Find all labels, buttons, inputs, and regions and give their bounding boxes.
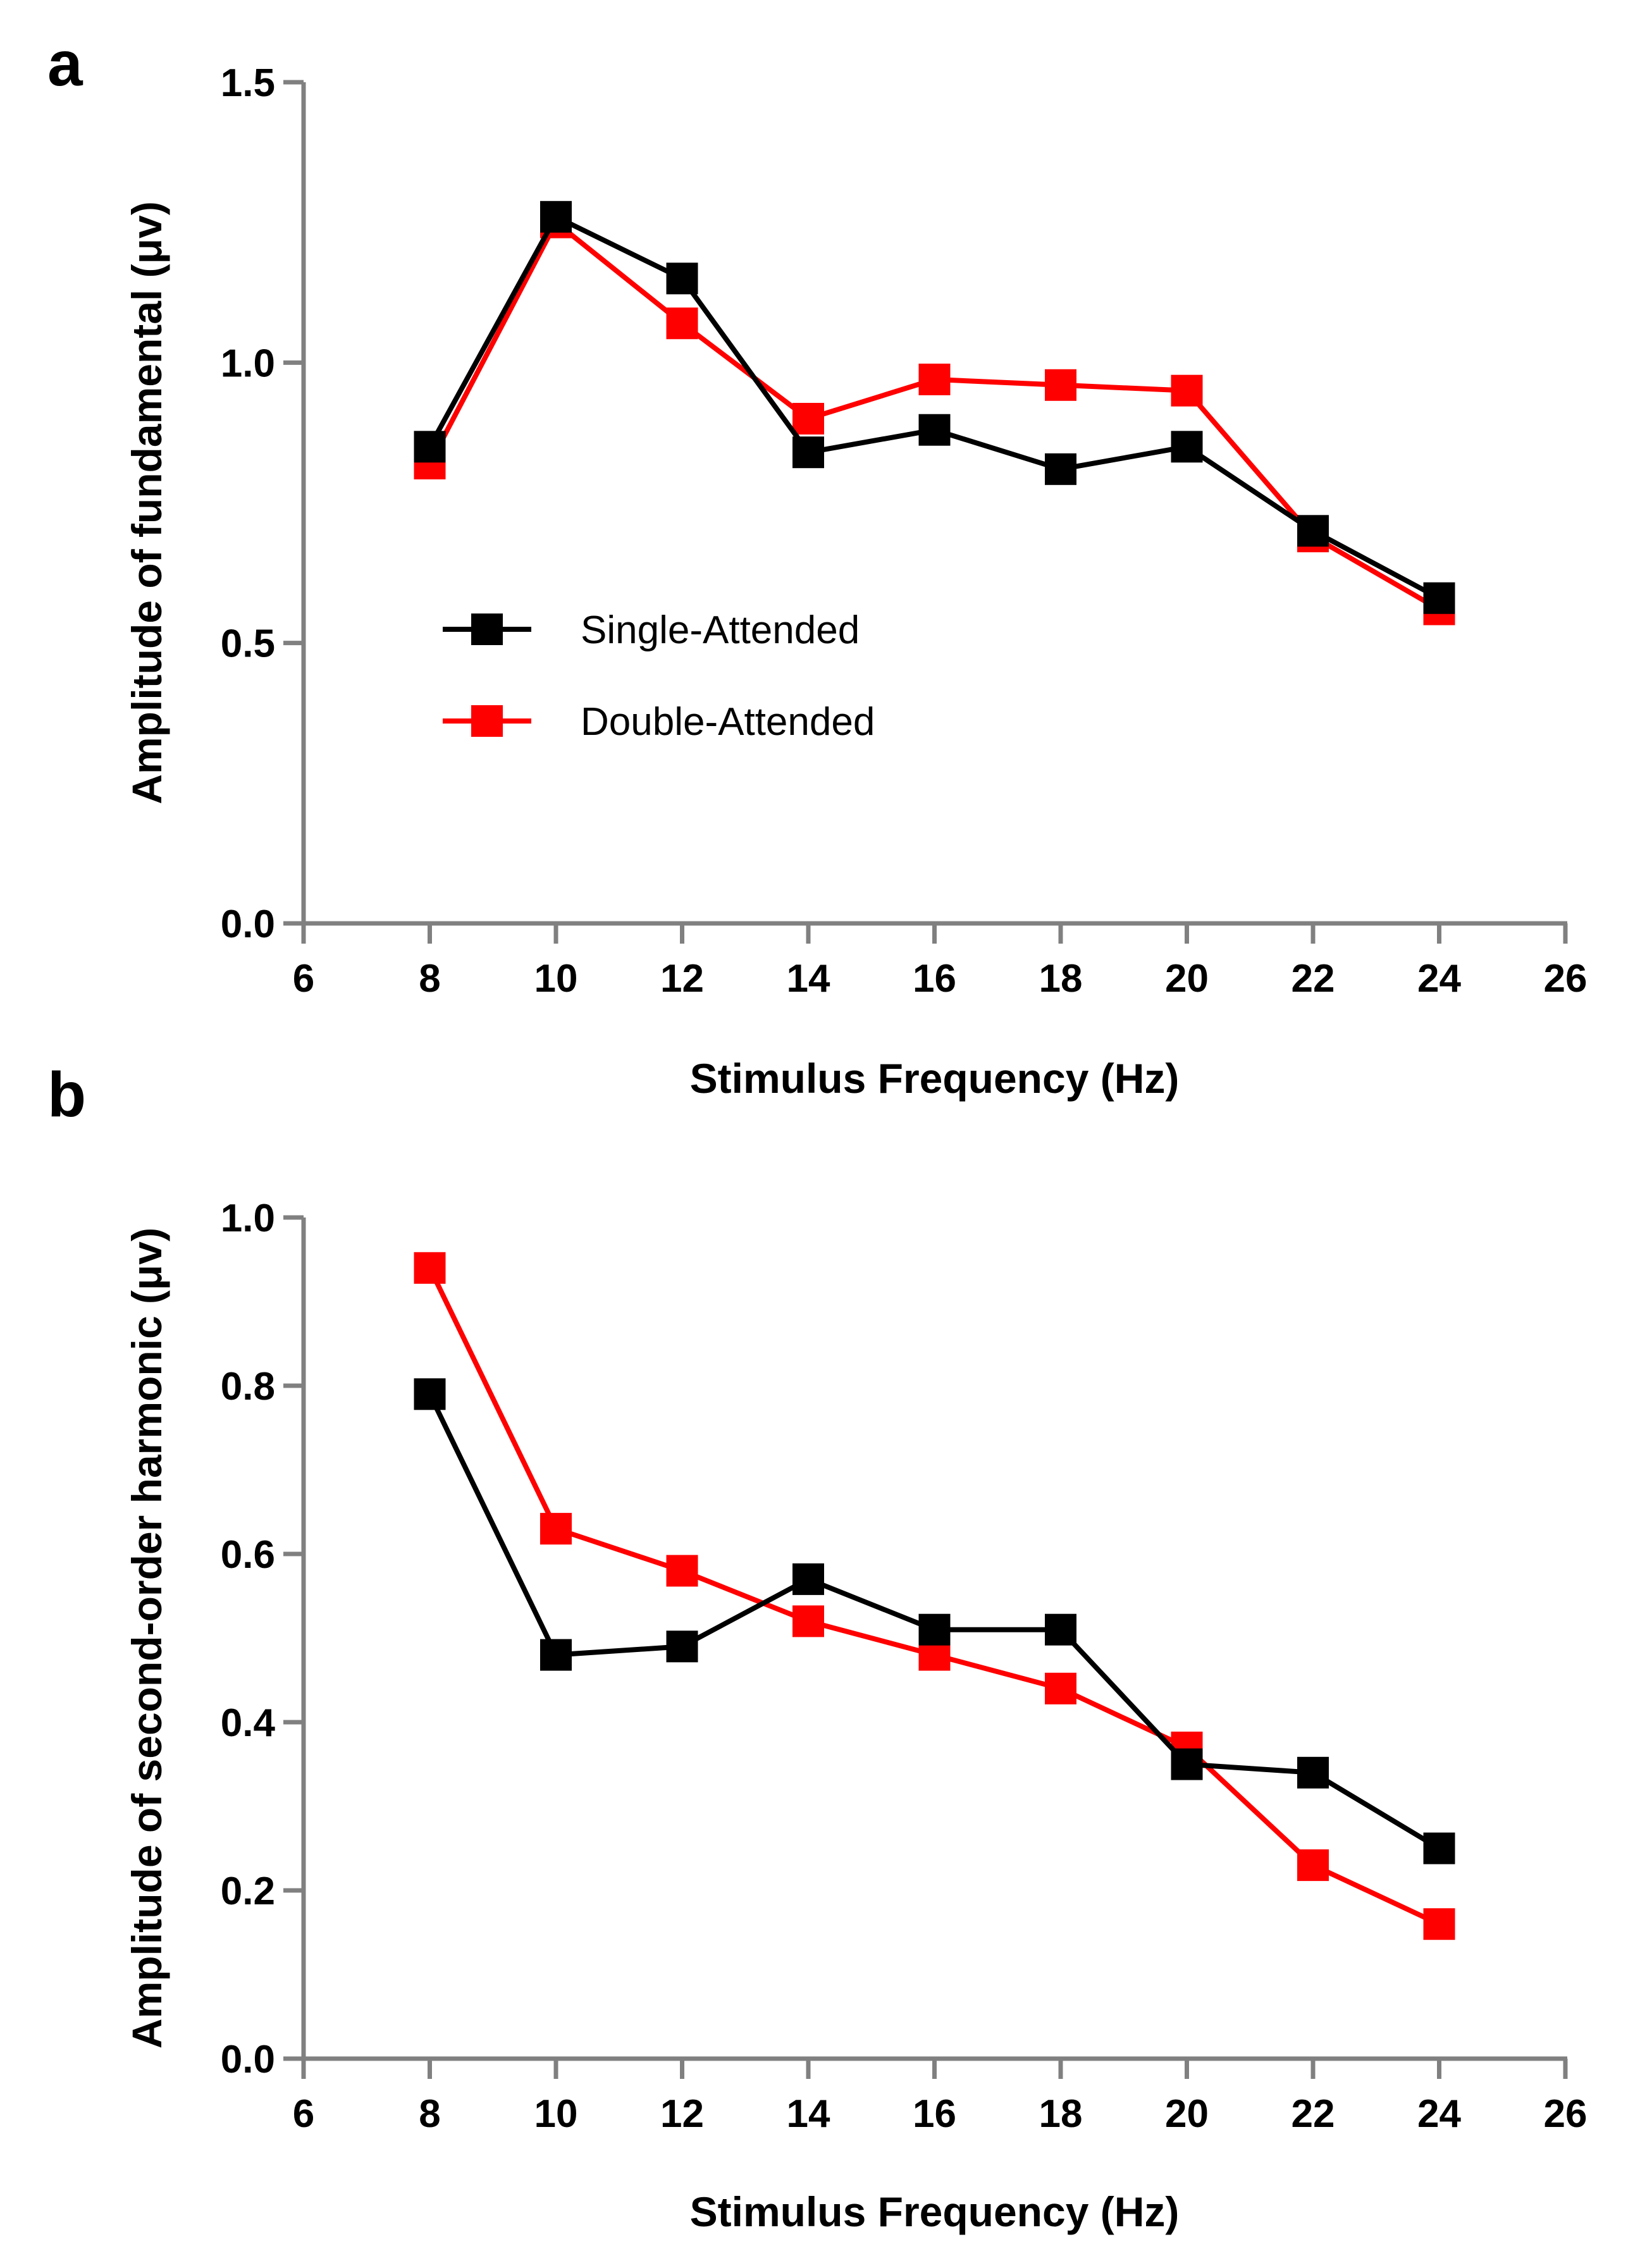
x-tick-label: 22	[1292, 2092, 1335, 2136]
x-tick-label: 16	[913, 957, 956, 1001]
x-tick-label: 6	[293, 2092, 314, 2136]
legend-label-double-attended: Double-Attended	[581, 700, 875, 744]
data-point-double-attended	[792, 403, 824, 434]
y-tick-label: 0.4	[221, 1701, 276, 1745]
y-tick-label: 1.0	[221, 1197, 275, 1240]
panels-root: a 0.0 0.5 1.0 1.5 6 8 10 12 14 16 18 20 22 24 26 Stimulu…	[47, 28, 1587, 2235]
data-point-single-attended	[792, 436, 824, 469]
y-tick-label: 0.6	[221, 1533, 275, 1577]
data-point-single-attended	[1423, 1832, 1455, 1864]
y-tick-label: 0.5	[221, 622, 275, 666]
x-tick-label: 22	[1292, 957, 1335, 1001]
x-tick-label: 24	[1417, 2092, 1461, 2136]
x-axis-title: Stimulus Frequency (Hz)	[690, 1055, 1180, 1102]
data-point-single-attended	[1045, 1613, 1076, 1646]
data-point-single-attended	[918, 1613, 951, 1646]
y-tick-label: 0.0	[221, 903, 275, 946]
data-point-double-attended	[1171, 374, 1203, 407]
data-point-double-attended	[1045, 369, 1076, 401]
data-point-single-attended	[792, 1563, 824, 1595]
x-tick-label: 10	[534, 2092, 578, 2136]
y-axis-title: Amplitude of second-order harmonic (μv)	[123, 1228, 170, 2049]
x-tick-label: 12	[660, 2092, 704, 2136]
data-point-single-attended	[540, 1639, 572, 1671]
data-point-single-attended	[918, 414, 951, 446]
x-tick-label: 18	[1039, 957, 1083, 1001]
y-tick-label: 1.5	[221, 61, 275, 105]
y-tick-label: 0.8	[221, 1365, 275, 1408]
y-axis-title: Amplitude of fundamental (μv)	[123, 201, 170, 804]
x-axis-title: Stimulus Frequency (Hz)	[690, 2188, 1180, 2235]
data-point-double-attended	[1045, 1672, 1076, 1704]
data-point-double-attended	[666, 307, 698, 340]
data-point-double-attended	[666, 1555, 698, 1587]
data-point-double-attended	[1423, 1908, 1455, 1940]
panel-a: a 0.0 0.5 1.0 1.5 6 8 10 12 14 16 18 20 22 24 26 Stimulu…	[47, 28, 1587, 1102]
data-point-single-attended	[1297, 1756, 1329, 1789]
y-tick-label: 0.0	[221, 2038, 275, 2081]
data-point-single-attended	[1045, 453, 1076, 485]
data-point-double-attended	[1297, 1849, 1329, 1882]
x-tick-label: 8	[419, 957, 440, 1001]
x-tick-label: 24	[1417, 957, 1461, 1001]
legend-marker-single-attended	[471, 613, 503, 645]
data-point-single-attended	[414, 431, 446, 463]
x-tick-label: 18	[1039, 2092, 1083, 2136]
data-point-single-attended	[666, 1630, 698, 1663]
x-tick-label: 20	[1165, 957, 1209, 1001]
x-tick-label: 20	[1165, 2092, 1209, 2136]
data-point-single-attended	[666, 262, 698, 295]
data-point-single-attended	[1171, 1748, 1203, 1780]
data-point-double-attended	[792, 1605, 824, 1637]
data-point-double-attended	[414, 1252, 446, 1284]
panel-b: b 0.0 0.2 0.4 0.6 0.8 1.0 6 8 10 12 14 16 18 20 22 24 26 S…	[47, 1059, 1587, 2235]
data-point-double-attended	[540, 1513, 572, 1545]
data-point-single-attended	[1171, 431, 1203, 463]
data-point-single-attended	[1297, 515, 1329, 547]
x-tick-label: 6	[293, 957, 314, 1001]
x-tick-label: 10	[534, 957, 578, 1001]
x-tick-label: 8	[419, 2092, 440, 2136]
x-tick-label: 26	[1544, 957, 1588, 1001]
x-tick-label: 14	[787, 957, 830, 1001]
data-point-single-attended	[1423, 582, 1455, 614]
panel-letter-b: b	[47, 1059, 86, 1130]
data-point-double-attended	[918, 363, 951, 395]
x-tick-label: 14	[787, 2092, 830, 2136]
y-tick-label: 0.2	[221, 1870, 275, 1913]
x-tick-label: 16	[913, 2092, 956, 2136]
y-tick-label: 1.0	[221, 342, 275, 385]
data-point-single-attended	[540, 200, 572, 233]
data-point-single-attended	[414, 1378, 446, 1410]
x-tick-label: 26	[1544, 2092, 1588, 2136]
legend-label-single-attended: Single-Attended	[581, 608, 860, 652]
legend-marker-double-attended	[471, 705, 503, 737]
x-tick-label: 12	[660, 957, 704, 1001]
panel-letter-a: a	[47, 28, 83, 99]
legend: Single-Attended Double-Attended	[443, 608, 875, 744]
